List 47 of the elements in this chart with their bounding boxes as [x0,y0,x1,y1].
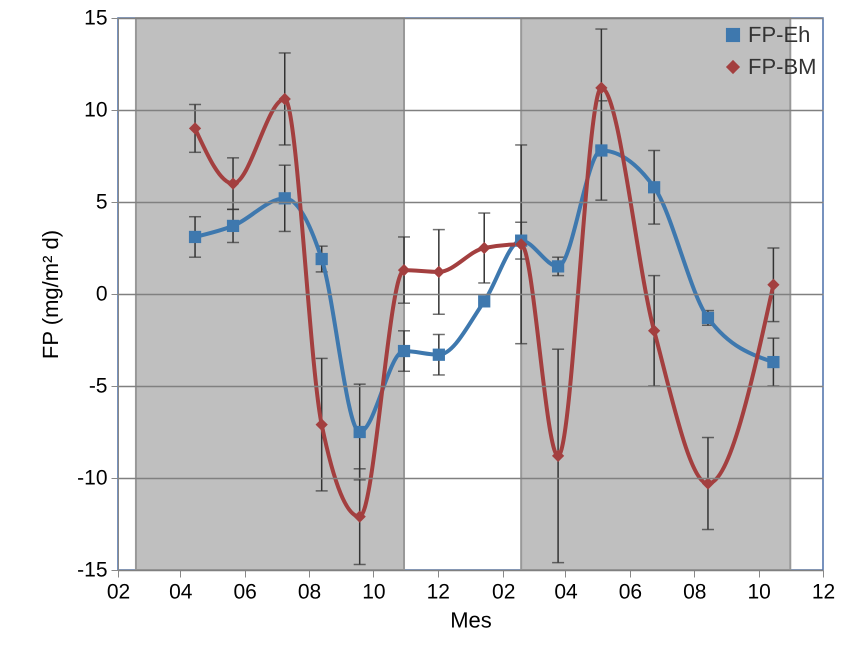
point [188,122,202,135]
y-tick-label: 10 [84,98,108,122]
y-tick-label: 0 [96,282,108,306]
point [515,238,528,250]
point [648,324,660,337]
x-tick-label: 06 [233,580,257,604]
point [398,344,410,358]
x-tick-label: 06 [618,580,642,604]
point [278,92,291,106]
y-tick-label: -15 [77,558,108,582]
point [552,260,564,273]
x-axis-title: Mes [450,608,492,632]
x-tick-label: 12 [812,580,836,604]
y-axis-title: FP (mg/m² d) [38,230,64,360]
x-tick-label: 04 [554,580,578,604]
legend-label: FP-Eh [748,22,810,47]
x-tick-label: 10 [362,580,386,604]
x-tick-label: 12 [426,580,450,604]
point [595,82,608,94]
point [478,242,490,254]
y-tick-label: -5 [88,374,108,398]
point [316,252,328,266]
x-tick-label: 04 [169,580,193,604]
x-tick-label: 08 [683,580,706,604]
point [188,230,202,244]
point [702,477,714,490]
point [648,181,660,194]
point [552,450,564,462]
point [226,177,240,190]
point [595,144,608,157]
point [354,426,366,438]
point [316,418,328,431]
legend-label: FP-BM [748,54,816,79]
point [432,348,445,361]
y-tick-label: -10 [77,466,108,490]
point [767,278,780,291]
point [478,295,490,308]
y-tick-label: 5 [96,190,108,214]
point [767,356,780,368]
x-tick-label: 10 [747,580,771,604]
x-tick-label: 02 [492,580,516,604]
y-tick-label: 15 [84,6,108,30]
point [354,510,366,523]
x-tick-label: 02 [106,580,130,604]
point [226,220,240,232]
point [278,192,291,204]
x-tick-label: 08 [298,580,322,604]
